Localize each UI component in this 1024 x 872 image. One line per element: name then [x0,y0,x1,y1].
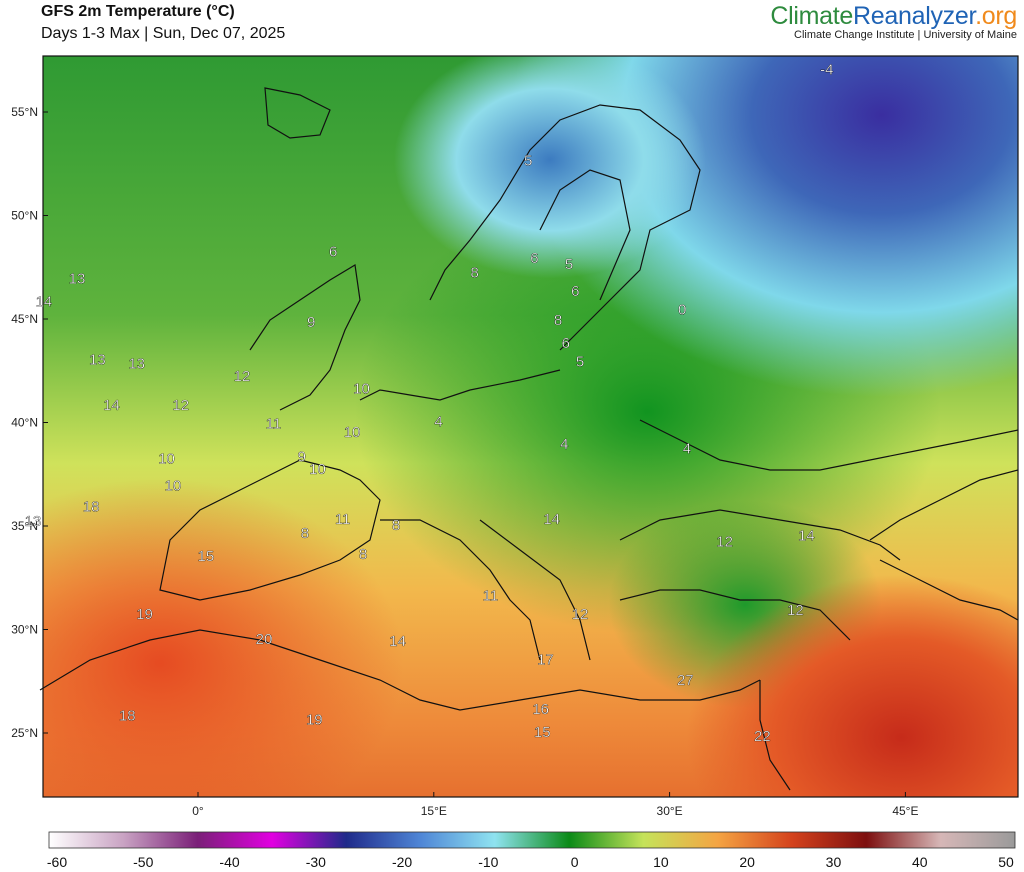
temperature-label: 8 [359,546,367,563]
temperature-label: 16 [532,701,549,718]
temperature-label: 8 [554,312,562,329]
temperature-label: 5 [576,353,584,370]
temperature-label: 13 [69,271,86,288]
map-panel [39,56,1019,797]
temperature-label: 8 [301,525,309,542]
temperature-label: 5 [565,256,573,273]
temperature-label: 4 [434,413,442,430]
temperature-label: -4 [820,62,833,79]
colorbar-tick-label: 40 [912,854,928,870]
temperature-label: 6 [329,244,337,261]
lat-tick-label: 35°N [11,519,38,533]
temperature-label: 9 [298,449,306,466]
temperature-label: 17 [537,652,554,669]
brand-logo[interactable]: ClimateReanalyzer.org [770,2,1017,31]
colorbar-tick-label: -20 [392,854,412,870]
temperature-label: 20 [256,631,273,648]
temperature-label: 10 [344,424,361,441]
temperature-label: 12 [787,602,804,619]
temperature-label: 13 [128,356,145,373]
colorbar-tick-label: 0 [571,854,579,870]
temperature-label: 14 [389,633,406,650]
temperature-label: 12 [572,606,589,623]
temperature-label: 14 [103,397,120,414]
lat-tick-label: 55°N [11,105,38,119]
colorbar-tick-label: -60 [47,854,67,870]
coastlines [39,87,1019,791]
colorbar-tick-label: 50 [998,854,1014,870]
temperature-label: 27 [677,672,694,689]
lat-tick-label: 45°N [11,312,38,326]
temperature-label: 5 [524,153,532,170]
temperature-label: 6 [562,335,570,352]
temperature-label: 18 [119,707,136,724]
temperature-label: 4 [560,436,568,453]
longitude-axis: 0° 15°E 30°E 45°E [192,792,918,818]
colorbar-tick-label: 10 [653,854,669,870]
temperature-label: 8 [392,517,400,534]
temperature-label: 8 [471,264,479,281]
colorbar-ticks: -60 -50 -40 -30 -20 -10 0 10 20 30 40 50 [47,854,1014,870]
temperature-label: 13 [25,513,42,530]
temperature-value-labels: 3-45686568650913141313121014121110491010… [24,61,833,745]
temperature-label: 15 [534,724,551,741]
temperature-label: 0 [678,302,686,319]
temperature-label: 10 [353,380,370,397]
map-subtitle: Days 1-3 Max | Sun, Dec 07, 2025 [41,25,286,42]
map-title: GFS 2m Temperature (°C) [41,3,235,20]
lon-tick-label: 0° [192,804,204,818]
lat-tick-label: 40°N [11,416,38,430]
temperature-label: 12 [234,368,251,385]
lat-tick-label: 30°N [11,623,38,637]
lat-tick-label: 25°N [11,726,38,740]
temperature-label: 14 [36,293,53,310]
map-frame [42,55,1019,798]
temperature-label: 11 [483,587,499,604]
temperature-label: 12 [172,397,189,414]
lon-tick-label: 15°E [421,804,447,818]
temperature-label: 14 [543,511,560,528]
colorbar-tick-label: -30 [306,854,326,870]
temperature-label: 12 [716,534,733,551]
lat-tick-label: 50°N [11,209,38,223]
temperature-label: 6 [530,250,538,267]
temperature-label: 15 [198,548,215,565]
temperature-label: 10 [165,478,182,495]
colorbar-tick-label: 30 [826,854,842,870]
colorbar-tick-label: -50 [133,854,153,870]
colorbar-tick-label: -40 [219,854,239,870]
temperature-label: 10 [158,451,175,468]
colorbar: -60 -50 -40 -30 -20 -10 0 10 20 30 40 50 [47,831,1016,870]
lon-tick-label: 30°E [657,804,683,818]
colorbar-tick-label: -10 [478,854,498,870]
temperature-label: 10 [309,461,326,478]
brand-subtitle: Climate Change Institute | University of… [794,29,1017,41]
temperature-label: 4 [683,440,691,457]
temperature-label: 11 [335,511,351,528]
temperature-label: 11 [266,416,282,433]
temperature-label: 14 [798,527,815,544]
brand-part-org: .org [975,2,1017,30]
lon-tick-label: 45°E [892,804,918,818]
temperature-label: 13 [89,351,106,368]
colorbar-tick-label: 20 [739,854,755,870]
temperature-label: 18 [83,498,100,515]
brand-part-climate: Climate [770,2,854,30]
temperature-label: 6 [571,283,579,300]
brand-part-reanalyzer: Reanalyzer [853,2,976,30]
temperature-label: 19 [136,606,153,623]
temperature-label: 22 [754,728,771,745]
latitude-axis: 55°N 50°N 45°N 40°N 35°N 30°N 25°N [11,105,48,740]
temperature-label: 9 [307,314,315,331]
temperature-label: 19 [306,712,323,729]
